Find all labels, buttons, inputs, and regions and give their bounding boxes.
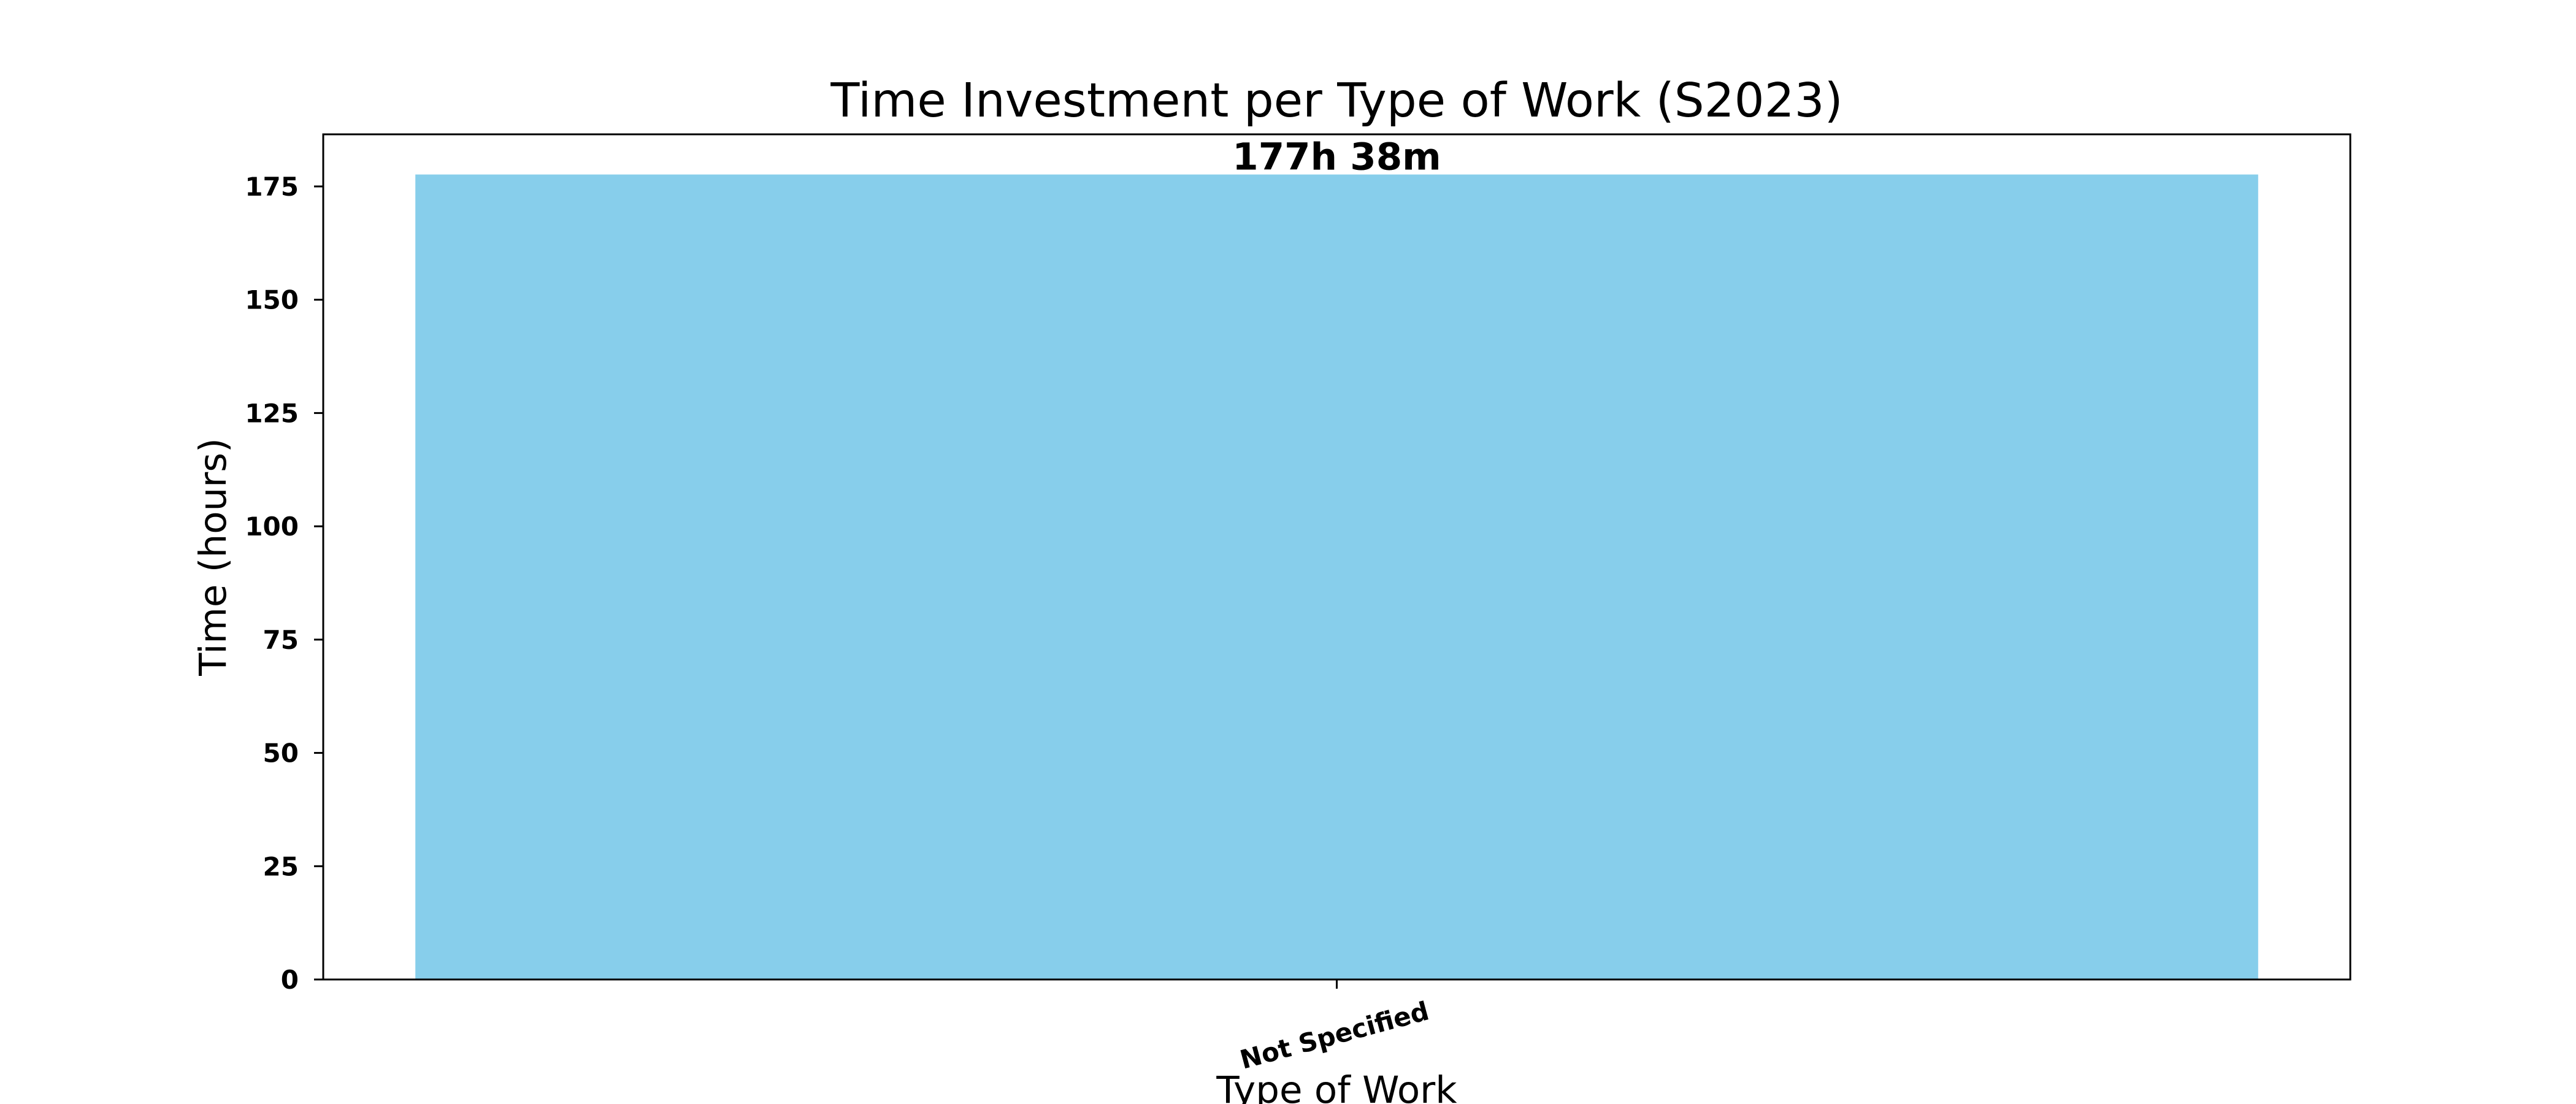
y-tick-label-1: 25 bbox=[263, 851, 299, 881]
x-axis-label: Type of Work bbox=[1216, 1068, 1457, 1104]
bar-0 bbox=[415, 174, 2258, 979]
y-tick-label-6: 150 bbox=[245, 285, 299, 315]
y-axis-label: Time (hours) bbox=[191, 438, 235, 677]
y-tick-label-0: 0 bbox=[281, 965, 299, 995]
y-tick-label-4: 100 bbox=[245, 512, 299, 542]
y-tick-label-3: 75 bbox=[263, 625, 299, 655]
bars-group bbox=[415, 174, 2258, 979]
y-tick-label-5: 125 bbox=[245, 398, 299, 428]
chart-title: Time Investment per Type of Work (S2023) bbox=[830, 74, 1842, 128]
x-axis: Not Specified bbox=[1237, 979, 1432, 1075]
x-tick-label-0: Not Specified bbox=[1237, 995, 1432, 1075]
data-labels-group: 177h 38m bbox=[1232, 136, 1441, 179]
y-tick-label-2: 50 bbox=[263, 738, 299, 769]
y-tick-label-7: 175 bbox=[245, 172, 299, 202]
bar-value-label-0: 177h 38m bbox=[1232, 136, 1441, 179]
y-axis: 0 25 50 75 100 125 150 175 bbox=[245, 172, 323, 995]
